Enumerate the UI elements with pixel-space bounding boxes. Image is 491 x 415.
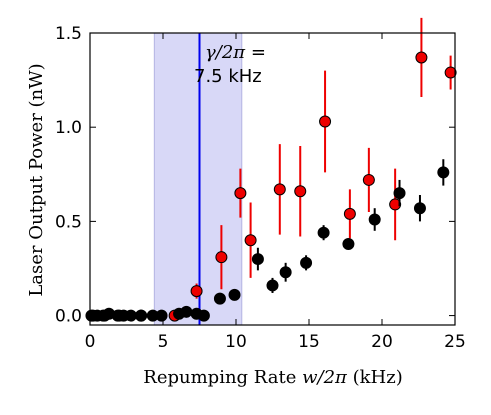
x-axis-label: Repumping Rate w/2π (kHz) bbox=[143, 367, 402, 388]
y-tick-label: 0.5 bbox=[55, 212, 82, 232]
red-data-point bbox=[444, 66, 457, 79]
red-data-point bbox=[215, 251, 228, 264]
black-data-point bbox=[368, 213, 381, 226]
data-points bbox=[85, 17, 457, 322]
red-data-point bbox=[234, 187, 247, 200]
shaded-region bbox=[153, 32, 243, 326]
y-tick-label: 1.5 bbox=[55, 24, 82, 44]
red-data-point bbox=[389, 198, 402, 211]
black-data-point bbox=[437, 166, 450, 179]
red-data-point bbox=[362, 173, 375, 186]
black-data-point bbox=[266, 279, 279, 292]
black-data-point bbox=[228, 288, 241, 301]
black-data-point bbox=[251, 253, 264, 266]
red-data-point bbox=[273, 183, 286, 196]
x-tick-label: 25 bbox=[444, 332, 466, 352]
black-data-point bbox=[213, 292, 226, 305]
red-data-point bbox=[294, 185, 307, 198]
axis-ticks: 0 5 10 15 20 25 0.0 0.5 1.0 1.5 bbox=[55, 24, 466, 352]
black-data-point bbox=[135, 309, 148, 322]
x-tick-label: 5 bbox=[158, 332, 169, 352]
red-data-point bbox=[319, 115, 332, 128]
black-data-point bbox=[300, 256, 313, 269]
x-tick-label: 15 bbox=[298, 332, 320, 352]
black-data-point bbox=[124, 309, 137, 322]
x-tick-label: 20 bbox=[371, 332, 393, 352]
black-data-point bbox=[279, 266, 292, 279]
gamma-annotation-line1: γ/2π = bbox=[205, 42, 266, 63]
x-tick-label: 0 bbox=[85, 332, 96, 352]
x-tick-label: 10 bbox=[225, 332, 247, 352]
red-data-point bbox=[244, 234, 257, 247]
black-data-point bbox=[393, 187, 406, 200]
gamma-annotation-line2: 7.5 kHz bbox=[194, 66, 262, 87]
red-data-point bbox=[343, 207, 356, 220]
black-data-point bbox=[180, 305, 193, 318]
black-data-point bbox=[155, 309, 168, 322]
black-data-point bbox=[197, 309, 210, 322]
red-data-point bbox=[415, 51, 428, 64]
plot-frame bbox=[89, 32, 456, 326]
y-axis-label: Laser Output Power (nW) bbox=[26, 63, 47, 296]
black-data-point bbox=[317, 226, 330, 239]
black-data-point bbox=[342, 237, 355, 250]
black-data-point bbox=[413, 202, 426, 215]
red-data-point bbox=[190, 285, 203, 298]
y-tick-label: 0.0 bbox=[55, 307, 82, 327]
y-tick-label: 1.0 bbox=[55, 118, 82, 138]
